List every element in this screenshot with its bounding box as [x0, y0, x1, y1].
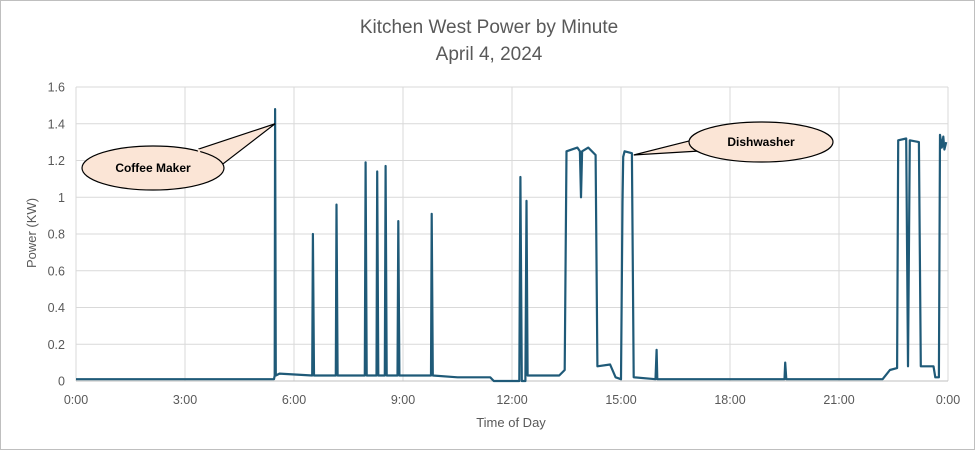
- x-tick-label: 6:00: [282, 393, 306, 407]
- callout-pointer-join: [705, 136, 709, 151]
- x-tick-label: 18:00: [714, 393, 745, 407]
- callout-coffee-maker: Coffee Maker: [81, 123, 276, 191]
- x-axis-title: Time of Day: [476, 415, 546, 430]
- callout-dishwasher: Dishwasher: [633, 121, 834, 163]
- x-tick-label: 0:00: [64, 393, 88, 407]
- callout-bubble: [81, 145, 225, 191]
- x-axis-ticks: 0:00 3:00 6:00 9:00 12:00 15:00 18:00 21:00 0:00: [64, 393, 960, 407]
- y-tick-label: 0.2: [48, 338, 65, 352]
- callout-label: Coffee Maker: [115, 161, 191, 175]
- x-tick-label: 15:00: [605, 393, 636, 407]
- power-series-line: [76, 108, 948, 383]
- callout-bubble: [688, 121, 834, 163]
- callout-pointer-join: [197, 148, 209, 176]
- x-tick-label: 3:00: [173, 393, 197, 407]
- callout-label: Dishwasher: [727, 135, 795, 149]
- x-tick-label: 21:00: [823, 393, 854, 407]
- y-tick-label: 1.4: [48, 117, 65, 131]
- series-layer: [76, 108, 948, 383]
- y-tick-label: 0: [58, 375, 65, 389]
- callouts: Coffee Maker Dishwasher: [81, 121, 834, 191]
- x-tick-label: 0:00: [936, 393, 960, 407]
- chart-title: Kitchen West Power by Minute: [360, 17, 618, 38]
- x-tick-label: 12:00: [496, 393, 527, 407]
- y-tick-label: 1: [58, 191, 65, 205]
- x-tick-label: 9:00: [391, 393, 415, 407]
- y-tick-label: 1.6: [48, 81, 65, 95]
- y-axis-ticks: 0 0.2 0.4 0.6 0.8 1 1.2 1.4 1.6: [48, 81, 65, 389]
- y-tick-label: 0.8: [48, 228, 65, 242]
- y-tick-label: 1.2: [48, 154, 65, 168]
- chart-subtitle: April 4, 2024: [436, 44, 543, 65]
- y-tick-label: 0.6: [48, 264, 65, 278]
- y-tick-label: 0.4: [48, 301, 65, 315]
- y-axis-title: Power (KW): [24, 198, 39, 268]
